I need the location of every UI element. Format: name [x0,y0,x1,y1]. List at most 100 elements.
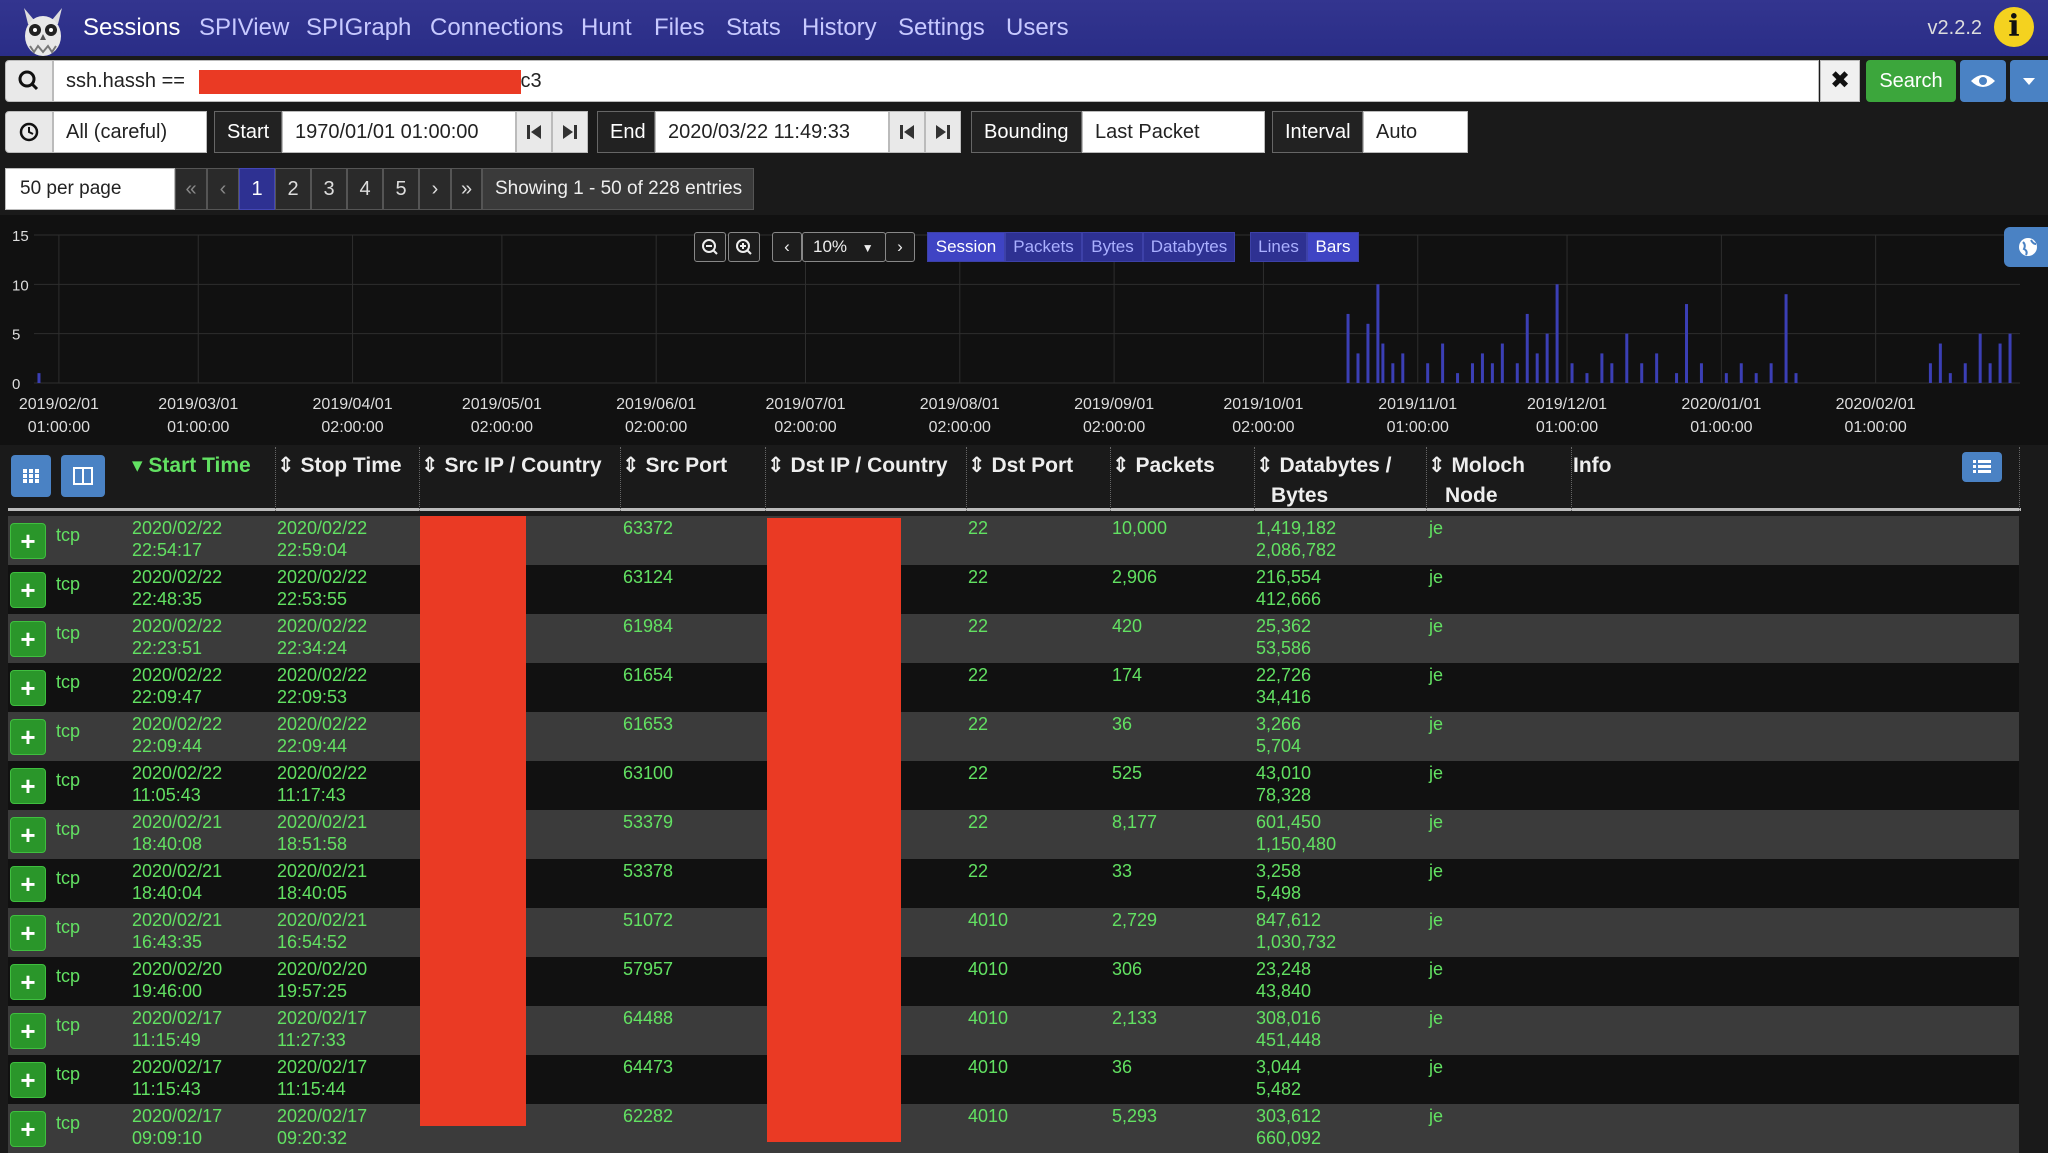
packets-cell[interactable]: 306 [1112,958,1142,980]
table-row[interactable] [8,1006,2019,1055]
page-prev-button[interactable]: ‹ [207,168,239,210]
databytes-bytes-cell[interactable]: 22,726 34,416 [1256,664,1311,708]
end-time-input[interactable]: 2020/03/22 11:49:33 [655,111,889,153]
protocol-cell[interactable]: tcp [56,525,81,545]
start-time-cell[interactable]: 2020/02/17 11:15:43 [132,1056,222,1100]
start-time-cell[interactable]: 2020/02/22 11:05:43 [132,762,222,806]
node-cell[interactable]: je [1429,566,1443,588]
protocol-cell[interactable]: tcp [56,574,81,594]
packets-cell[interactable]: 5,293 [1112,1105,1157,1127]
protocol-cell[interactable]: tcp [56,1015,81,1035]
node-cell[interactable]: je [1429,1007,1443,1029]
stop-time-cell[interactable]: 2020/02/22 22:09:44 [277,713,367,757]
packets-cell[interactable]: 420 [1112,615,1142,637]
nav-hunt[interactable]: Hunt [581,14,632,41]
node-cell[interactable]: je [1429,615,1443,637]
start-time-cell[interactable]: 2020/02/21 18:40:04 [132,860,222,904]
packets-cell[interactable]: 8,177 [1112,811,1157,833]
table-row[interactable] [8,614,2019,663]
column-src-ip[interactable]: ⇕ Src IP / Country [421,454,602,477]
column-dst-port[interactable]: ⇕ Dst Port [968,454,1074,477]
node-cell[interactable]: je [1429,664,1443,686]
grid-icon[interactable] [11,455,51,497]
databytes-bytes-cell[interactable]: 308,016 451,448 [1256,1007,1321,1051]
src-port-cell[interactable]: 63124 [623,566,673,588]
nav-spigraph[interactable]: SPIGraph [306,14,412,41]
protocol-cell[interactable]: tcp [56,672,81,692]
src-port-cell[interactable]: 53379 [623,811,673,833]
stop-time-cell[interactable]: 2020/02/22 22:59:04 [277,517,367,561]
databytes-bytes-cell[interactable]: 23,248 43,840 [1256,958,1311,1002]
nav-sessions[interactable]: Sessions [83,14,181,41]
src-port-cell[interactable]: 64488 [623,1007,673,1029]
column-src-port[interactable]: ⇕ Src Port [622,454,728,477]
zoom-out-icon[interactable] [694,232,726,262]
protocol-cell[interactable]: tcp [56,1064,81,1084]
node-cell[interactable]: je [1429,811,1443,833]
table-row[interactable] [8,908,2019,957]
src-port-cell[interactable]: 53378 [623,860,673,882]
column-start-time[interactable]: ▾ Start Time [132,454,251,477]
plus-icon[interactable]: + [10,915,46,951]
plus-icon[interactable]: + [10,964,46,1000]
page-first-button[interactable]: « [175,168,207,210]
bounding-select[interactable]: Last Packet [1082,111,1265,153]
style-lines-button[interactable]: Lines [1250,232,1307,262]
plus-icon[interactable]: + [10,817,46,853]
dst-port-cell[interactable]: 22 [968,811,988,833]
protocol-cell[interactable]: tcp [56,623,81,643]
dst-port-cell[interactable]: 22 [968,713,988,735]
search-expression-input[interactable]: ssh.hassh == c3 [53,60,1819,102]
node-cell[interactable]: je [1429,517,1443,539]
interval-select[interactable]: Auto [1363,111,1468,153]
graph-zoom-select[interactable]: 10% ▼ [802,232,886,262]
table-row[interactable] [8,859,2019,908]
src-port-cell[interactable]: 61653 [623,713,673,735]
packets-cell[interactable]: 2,729 [1112,909,1157,931]
src-port-cell[interactable]: 62282 [623,1105,673,1127]
dst-port-cell[interactable]: 4010 [968,1056,1008,1078]
pan-right-chevron-right-icon[interactable]: › [885,232,915,262]
dst-port-cell[interactable]: 22 [968,664,988,686]
column-stop-time[interactable]: ⇕ Stop Time [277,454,402,477]
table-row[interactable] [8,565,2019,614]
node-cell[interactable]: je [1429,713,1443,735]
dst-port-cell[interactable]: 4010 [968,958,1008,980]
plus-icon[interactable]: + [10,866,46,902]
databytes-bytes-cell[interactable]: 3,266 5,704 [1256,713,1301,757]
nav-users[interactable]: Users [1006,14,1069,41]
table-row[interactable] [8,810,2019,859]
stop-time-cell[interactable]: 2020/02/22 22:34:24 [277,615,367,659]
node-cell[interactable]: je [1429,860,1443,882]
databytes-bytes-cell[interactable]: 3,044 5,482 [1256,1056,1301,1100]
eye-icon[interactable] [1960,60,2006,102]
src-port-cell[interactable]: 61984 [623,615,673,637]
packets-cell[interactable]: 2,133 [1112,1007,1157,1029]
src-port-cell[interactable]: 63100 [623,762,673,784]
src-port-cell[interactable]: 63372 [623,517,673,539]
metric-databytes-button[interactable]: Databytes [1143,232,1235,262]
packets-cell[interactable]: 36 [1112,713,1132,735]
src-port-cell[interactable]: 57957 [623,958,673,980]
page-5-button[interactable]: 5 [383,168,419,210]
node-cell[interactable]: je [1429,1056,1443,1078]
stop-time-cell[interactable]: 2020/02/21 18:40:05 [277,860,367,904]
node-cell[interactable]: je [1429,958,1443,980]
start-time-cell[interactable]: 2020/02/22 22:48:35 [132,566,222,610]
table-row[interactable] [8,663,2019,712]
node-cell[interactable]: je [1429,909,1443,931]
node-cell[interactable]: je [1429,762,1443,784]
clear-icon[interactable]: ✖ [1820,60,1860,102]
protocol-cell[interactable]: tcp [56,819,81,839]
databytes-bytes-cell[interactable]: 303,612 660,092 [1256,1105,1321,1149]
caret-down-icon[interactable] [2010,60,2048,102]
nav-spiview[interactable]: SPIView [199,14,290,41]
start-time-cell[interactable]: 2020/02/20 19:46:00 [132,958,222,1002]
packets-cell[interactable]: 525 [1112,762,1142,784]
stop-time-cell[interactable]: 2020/02/21 16:54:52 [277,909,367,953]
stop-time-cell[interactable]: 2020/02/22 22:09:53 [277,664,367,708]
metric-session-button[interactable]: Session [927,232,1005,262]
stop-time-cell[interactable]: 2020/02/17 09:20:32 [277,1105,367,1149]
column-dst-ip[interactable]: ⇕ Dst IP / Country [767,454,948,477]
page-2-button[interactable]: 2 [275,168,311,210]
